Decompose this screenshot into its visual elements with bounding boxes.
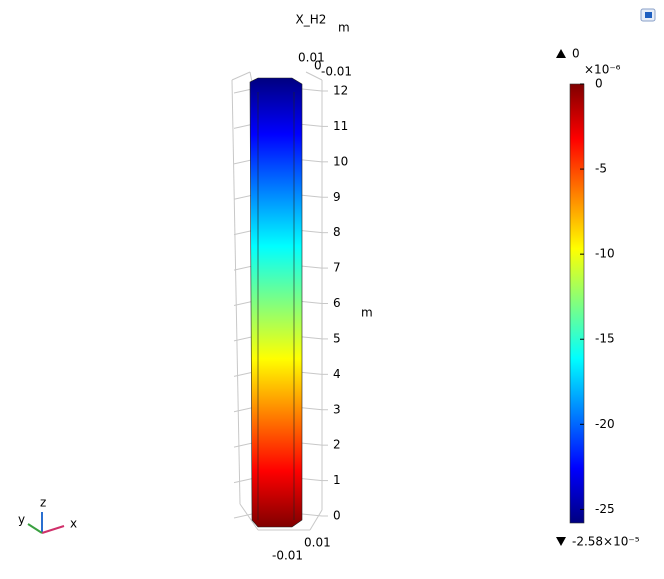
z-tick-label: 10	[333, 154, 348, 168]
colorbar-multiplier: ×10⁻⁶	[584, 63, 621, 77]
grid-line	[301, 88, 323, 92]
title-unit: m	[338, 21, 350, 35]
top-tick-label: -0.01	[321, 65, 352, 79]
grid-line	[301, 265, 323, 269]
triad-label: x	[70, 517, 77, 531]
colorbar-tick-label: 0	[595, 77, 603, 91]
colorbar-tick-label: -15	[595, 332, 615, 346]
z-tick-label: 8	[333, 225, 341, 239]
triad: z x y	[18, 496, 77, 534]
colorbar-tick-label: -20	[595, 417, 615, 431]
colorbar-tick-label: -10	[595, 247, 615, 261]
colorbar-max: 0	[572, 47, 580, 61]
grid-line	[233, 123, 253, 129]
z-tick-label: 0	[333, 509, 341, 523]
grid-line	[301, 442, 323, 446]
grid-line	[233, 301, 253, 306]
top-tick-label: 0.01	[298, 51, 325, 65]
grid-line	[301, 301, 323, 304]
grid-line	[301, 194, 323, 198]
z-tick-label: 12	[333, 84, 348, 98]
grid-line	[233, 478, 253, 484]
grid-line	[301, 123, 323, 127]
z-tick-label: 11	[333, 119, 348, 133]
grid-line	[233, 159, 253, 165]
view-icon-inner	[645, 12, 652, 18]
grid-line	[233, 442, 253, 448]
triad-label: z	[40, 496, 46, 510]
z-tick-label: 9	[333, 190, 341, 204]
grid-line	[233, 88, 253, 94]
grid-line	[233, 513, 253, 519]
grid-line	[233, 230, 253, 236]
z-tick-label: 6	[333, 296, 341, 310]
z-unit: m	[361, 306, 373, 320]
bottom-tick-label: -0.01	[272, 549, 303, 563]
plot-title: X_H2	[296, 13, 327, 27]
z-tick-label: 4	[333, 367, 341, 381]
grid-line	[301, 336, 323, 340]
grid-line	[301, 371, 323, 375]
grid-line	[301, 230, 323, 234]
z-tick-label: 3	[333, 402, 341, 416]
grid-line	[233, 265, 253, 271]
min-marker	[556, 537, 566, 546]
max-marker	[556, 49, 566, 58]
colorbar-tick-label: -5	[595, 162, 607, 176]
grid-line	[301, 159, 323, 163]
grid-line	[233, 194, 253, 200]
grid-line	[301, 478, 323, 482]
bottom-tick-label: 0.01	[304, 536, 331, 550]
box-frame	[231, 71, 323, 531]
grid-line	[233, 336, 253, 342]
grid-line	[301, 407, 323, 411]
triad-label: y	[18, 513, 25, 527]
z-tick-label: 2	[333, 438, 341, 452]
grid-line	[233, 407, 253, 413]
grid-line	[233, 371, 253, 377]
colorbar-min: -2.58×10⁻⁵	[572, 535, 640, 549]
z-tick-label: 5	[333, 331, 341, 345]
z-tick-label: 7	[333, 261, 341, 275]
colorbar-tick-label: -25	[595, 502, 615, 516]
top-tick-label: 0	[314, 59, 322, 73]
column	[249, 77, 303, 528]
z-tick-label: 1	[333, 473, 341, 487]
grid-line	[301, 513, 323, 517]
colorbar	[569, 83, 585, 524]
